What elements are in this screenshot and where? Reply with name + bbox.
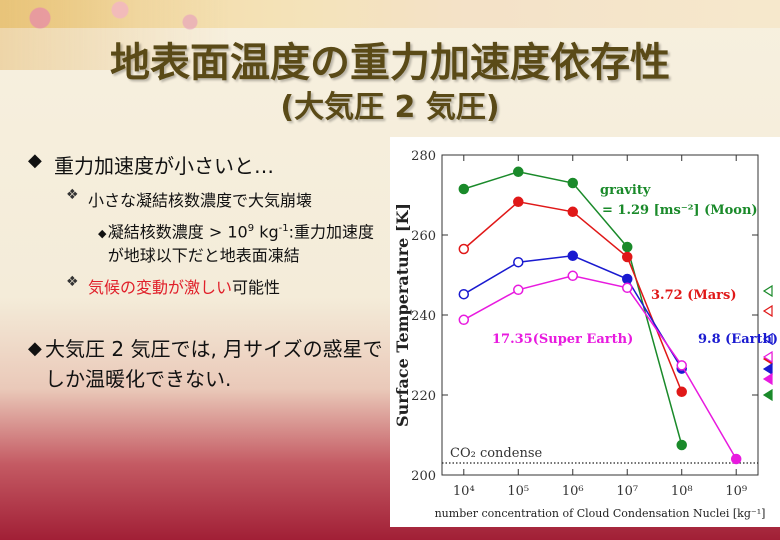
bullet-level1-gravity: ◆ 重力加速度が小さいと…	[28, 150, 388, 179]
chart-panel: 200 220 240 260 280 10⁴ 10⁵ 10⁶ 10⁷ 10⁸ 10⁹ number …	[390, 137, 780, 527]
right-marker-filled	[762, 388, 773, 402]
data-point	[458, 243, 470, 255]
fleur-bullet-icon: ❖	[66, 187, 79, 203]
diamond-bullet-icon: ◆	[28, 338, 42, 360]
right-marker-filled	[762, 362, 773, 376]
legend-title: gravity	[600, 183, 651, 198]
series-label-earth: 9.8 (Earth)	[698, 332, 778, 347]
data-point	[513, 256, 524, 268]
co2-condense-label: CO₂ condense	[450, 446, 542, 461]
data-point	[567, 250, 579, 262]
bullet-level1-conclusion: ◆ 大気圧 2 気圧では, 月サイズの惑星でしか温暖化できない.	[28, 334, 388, 394]
data-point	[458, 314, 470, 326]
x-tick-label: 10⁵	[507, 484, 529, 499]
y-tick-label: 220	[411, 389, 436, 404]
x-tick-label: 10⁷	[616, 484, 638, 499]
small-diamond-bullet-icon: ◆	[98, 227, 107, 240]
bullet-level2-collapse: ❖ 小さな凝結核数濃度で大気崩壊	[66, 187, 388, 211]
diamond-bullet-icon: ◆	[28, 150, 42, 171]
bullet-text: 凝結核数濃度 > 109 kg-1:重力加速度が地球以下だと地表面凍結	[107, 222, 375, 266]
y-tick-label: 200	[411, 469, 436, 484]
right-marker-open	[762, 350, 773, 364]
data-point	[676, 360, 687, 371]
y-tick-label: 280	[411, 149, 436, 164]
data-point	[676, 386, 687, 398]
x-tick-label: 10⁶	[562, 484, 584, 499]
x-tick-label: 10⁹	[725, 484, 747, 499]
bullet-text: 小さな凝結核数濃度で大気崩壊	[88, 191, 313, 210]
data-point	[513, 196, 524, 208]
floral-decoration	[0, 0, 230, 70]
data-point	[513, 166, 524, 178]
bullet-level2-variability: ❖ 気候の変動が激しい可能性	[66, 274, 388, 298]
surface-temperature-chart: 200 220 240 260 280 10⁴ 10⁵ 10⁶ 10⁷ 10⁸ 10⁹ number …	[393, 149, 778, 520]
bullet-text: 気候の変動が激しい可能性	[88, 278, 281, 298]
series-line	[463, 275, 737, 460]
right-marker-filled	[762, 372, 773, 386]
y-tick-label: 260	[411, 229, 436, 244]
slide-subtitle: (大気圧 2 気圧)	[280, 90, 500, 125]
y-tick-label: 240	[411, 309, 436, 324]
series-line	[463, 200, 683, 393]
data-point	[513, 284, 524, 296]
data-point	[621, 273, 633, 285]
bullet-text: 大気圧 2 気圧では, 月サイズの惑星でしか温暖化できない.	[45, 337, 383, 392]
x-tick-label: 10⁸	[671, 484, 693, 499]
series-label-moon: = 1.29 [ms⁻²] (Moon)	[602, 203, 758, 218]
bullet-text: 重力加速度が小さいと…	[54, 154, 274, 178]
data-point	[567, 177, 579, 189]
x-tick-label: 10⁴	[453, 484, 475, 499]
right-marker-open	[762, 332, 773, 346]
data-point	[458, 183, 470, 195]
data-point	[621, 251, 633, 263]
data-point	[567, 270, 579, 282]
slide-title: 地表面温度の重力加速度依存性	[110, 40, 670, 86]
data-point	[567, 206, 579, 218]
bullet-list: ◆ 重力加速度が小さいと… ❖ 小さな凝結核数濃度で大気崩壊 ◆ 凝結核数濃度 …	[28, 150, 388, 402]
fleur-bullet-icon: ❖	[66, 274, 79, 291]
right-marker-open	[762, 304, 773, 318]
series-label-mars: 3.72 (Mars)	[651, 288, 736, 303]
data-point	[676, 439, 687, 451]
data-point	[621, 241, 633, 253]
bullet-level3-freeze: ◆ 凝結核数濃度 > 109 kg-1:重力加速度が地球以下だと地表面凍結	[98, 217, 388, 268]
right-marker-open	[762, 284, 773, 298]
series-label-super-earth: 17.35(Super Earth)	[492, 332, 633, 347]
data-point	[621, 282, 633, 294]
y-axis-label: Surface Temperature [K]	[393, 203, 412, 427]
x-axis-label: number concentration of Cloud Condensati…	[435, 507, 766, 520]
data-point	[458, 288, 470, 300]
data-point	[730, 453, 742, 465]
